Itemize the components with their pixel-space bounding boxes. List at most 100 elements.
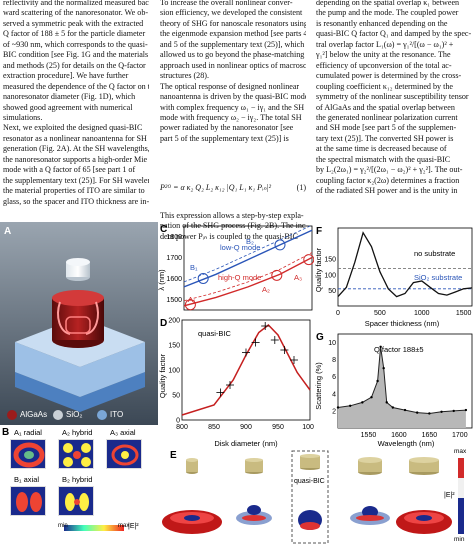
text-line: efficiency of upconversion of the total …	[316, 60, 452, 70]
mode-a3-field	[106, 439, 142, 469]
text-line: coupling coefficient κ₁₂ determined by t…	[316, 81, 454, 91]
text-line: The optical response of designed nonline…	[160, 81, 300, 91]
text-line: tral overlap factor L₁(ω) = γ₁²/[(ω − ω₁…	[316, 39, 454, 49]
colorbar-b-max: max	[118, 523, 130, 529]
scattering-point	[336, 406, 340, 409]
panel-d-ylabel: Quality factor	[158, 353, 167, 398]
text-line: and methods (25) for details on the Q-fa…	[3, 60, 146, 70]
text-line: measured the dependence of the Q factor …	[3, 81, 149, 91]
text-line: showed good agreement with numerical	[3, 102, 133, 112]
text-line: of AlGaAs and the spatial overlap betwee…	[316, 102, 455, 112]
scattering-point	[464, 408, 468, 412]
text-line: γ₁²] below the unity at the resonance. T…	[316, 50, 451, 60]
text-line: the material properties of ITO are simil…	[3, 186, 145, 196]
text-column-3: depending on the spatial overlap κ₁ betw…	[316, 0, 472, 197]
equation-number: (1)	[296, 183, 306, 192]
text-line: dent power Pᵢₙ is coupled to the quasi-B…	[160, 231, 298, 241]
sio2-substrate-label: SiO₂ substrate	[414, 273, 462, 282]
sio2-swatch	[53, 410, 63, 420]
panel-d-xtick: 800	[176, 424, 188, 431]
panel-g-plot	[336, 345, 468, 428]
panel-d-ytick: 0	[176, 418, 180, 425]
scattering-point	[370, 396, 373, 399]
b2-label: B₂	[246, 237, 254, 246]
panel-c-ylabel: λ (nm)	[158, 269, 166, 291]
text-line: the nanoresonator supports a high-order …	[3, 154, 148, 164]
panel-g-ytick: 4	[332, 391, 336, 398]
scattering-point	[376, 379, 379, 383]
text-line: the spectral mismatch with the quasi-BIC	[316, 154, 451, 164]
panel-f-xlabel: Spacer thickness (nm)	[365, 319, 440, 328]
panel-f-xtick: 0	[336, 310, 340, 317]
text-line: nanoantenna is driven by the quasi-BIC m…	[160, 92, 306, 102]
scattering-point	[415, 411, 419, 414]
panel-g-ytick: 10	[328, 340, 336, 347]
text-line: tary text (25)]. The converted SH power …	[316, 133, 454, 143]
panel-c-ytick: 1500	[166, 297, 182, 304]
text-column-2: To increase the overall nonlinear conver…	[160, 0, 306, 144]
text-line: allowed us to go beyond the phase-matchi…	[160, 50, 305, 60]
scattering-point	[391, 406, 395, 409]
text-line: the supplementary text (25)]. For SH wav…	[3, 175, 149, 185]
series-line	[183, 229, 313, 288]
panel-d-ytick: 150	[168, 343, 180, 350]
text-line: part 5 of the supplementary text (25)] i…	[160, 133, 289, 143]
panel-c-label: C	[160, 224, 167, 235]
scattering-point	[403, 408, 407, 412]
text-line: mode with a Q factor of 65 [see part 1 o…	[3, 165, 136, 175]
panel-f-xtick: 500	[374, 310, 386, 317]
a3-label: A₃	[294, 273, 302, 282]
text-line: theory of SHG for nanoscale resonators u…	[160, 18, 306, 28]
text-line: To increase the overall nonlinear conver…	[160, 0, 293, 7]
scattering-point	[361, 401, 364, 404]
text-line: extraction procedure]. We have further	[3, 71, 129, 81]
colorbar-e-max: max	[454, 448, 467, 455]
panel-d-ticks: 0 50 100 150 200 800 850 900 950 1000	[168, 318, 314, 432]
mode-a3-label: A₃ axial	[110, 428, 136, 437]
b1-marker	[197, 273, 209, 284]
equation-body: P²ᴼ = α κ₂ Q₂ L₂ κ₁₂ |Q₁ L₁ κ₁ Pᵢₙ|²	[160, 183, 272, 192]
panel-g-label: G	[316, 332, 324, 343]
b1-label: B₁	[190, 263, 198, 272]
text-line: ward scattering of the nanoresonator. We…	[3, 8, 149, 18]
quasi-bic-inset-label: quasi-BIC	[294, 478, 325, 485]
panel-g-chart: G Q factor 188±5 Scattering (%) Waveleng…	[314, 332, 473, 448]
text-line: at the same time is decreased because of	[316, 144, 447, 154]
mode-b1-field	[10, 486, 46, 516]
panel-f-ytick: 150	[324, 257, 336, 264]
panel-d-title: quasi-BIC	[198, 329, 232, 338]
panel-f-chart: F Quality factor Spacer thickness (nm) 1…	[314, 226, 473, 328]
scattering-fit	[337, 346, 466, 415]
panel-e-illustrations	[162, 450, 464, 544]
panel-d-xtick: 950	[272, 424, 284, 431]
panel-c-yticks: 1800 1700 1600 1500	[166, 234, 182, 304]
ito-swatch	[97, 410, 107, 420]
text-line: structures (28).	[160, 71, 209, 81]
panel-c-ytick: 1700	[166, 255, 182, 262]
text-line: of ~930 nm, which corresponds to the qua…	[3, 39, 148, 49]
panel-f-label: F	[316, 226, 322, 237]
no-substrate-label: no substrate	[414, 249, 455, 258]
colorbar-e-quantity: |E|²	[444, 492, 455, 499]
text-line: This expression allows a step-by-step ex…	[160, 211, 304, 220]
panel-g-xlabel: Wavelength (nm)	[378, 439, 435, 448]
panel-e-fields: E quasi-BIC max min |E|²	[158, 448, 474, 548]
text-line: nanoresonator diameter (Fig. 1D), which	[3, 92, 136, 102]
panel-d-xtick: 850	[208, 424, 220, 431]
series-line	[337, 231, 473, 298]
algaas-swatch	[7, 410, 17, 420]
panel-f-ytick: 100	[324, 272, 336, 279]
panel-c-ytick: 1800	[166, 234, 182, 241]
panel-e-label: E	[170, 450, 177, 461]
panel-g-xtick: 1550	[361, 432, 377, 439]
series-line-dashed	[183, 252, 313, 302]
text-line: approach used in nonlinear optics of mac…	[160, 60, 306, 70]
text-line: generation (Fig. 2A). At the SH waveleng…	[3, 144, 149, 154]
text-column-1: reflectivity and the normalized measured…	[3, 0, 149, 207]
panel-d-ytick: 100	[168, 368, 180, 375]
a1-marker	[184, 299, 196, 311]
legend-sio2: SiO₂	[66, 410, 83, 419]
mode-a2-label: A₂ hybrid	[62, 428, 93, 437]
mode-a1-field	[10, 439, 46, 469]
panel-f-ytick: 50	[328, 288, 336, 295]
